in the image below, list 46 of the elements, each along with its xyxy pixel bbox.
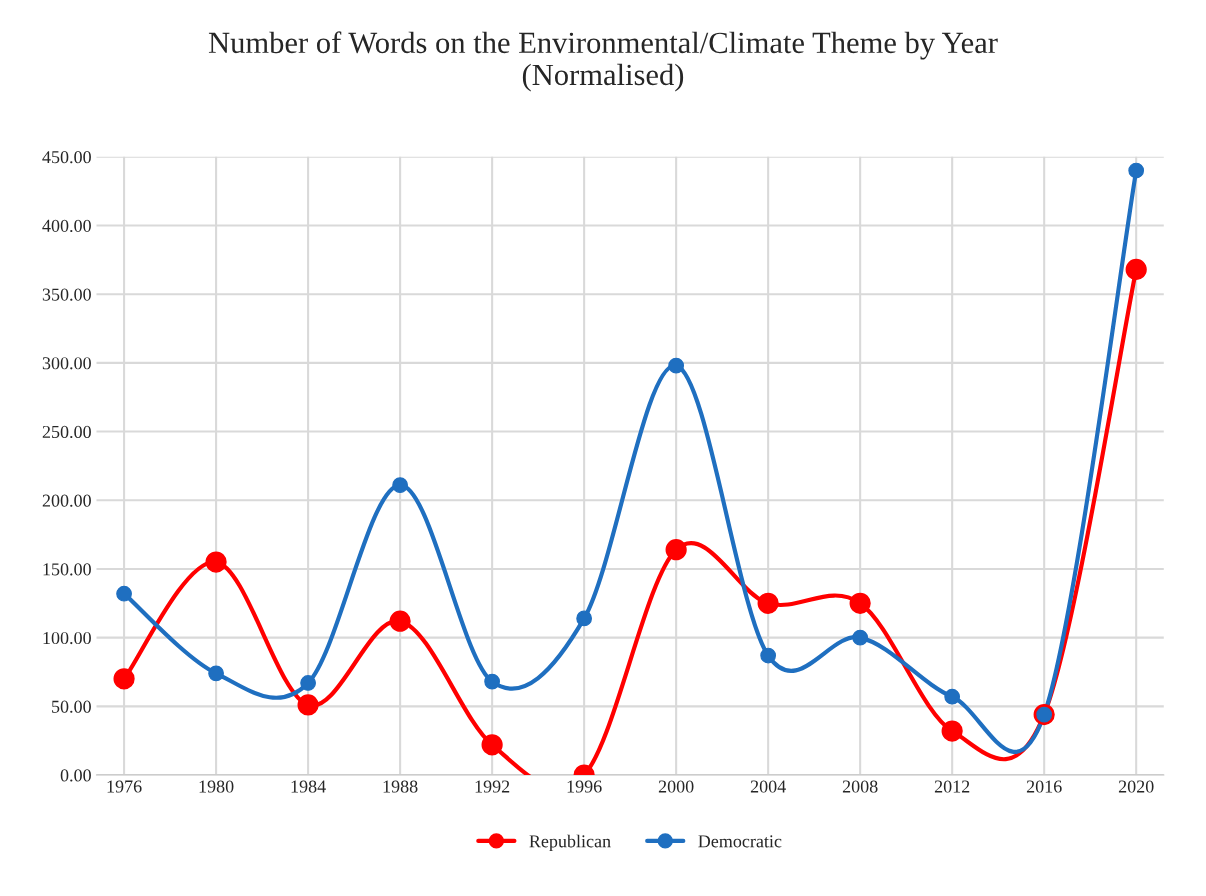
point bbox=[116, 585, 132, 602]
point bbox=[1125, 258, 1147, 281]
y-tick-label: 400.00 bbox=[42, 219, 91, 233]
chart-title: Number of Words on the Environmental/Climate Theme by Year (Normalised) bbox=[208, 31, 998, 92]
point bbox=[760, 647, 777, 664]
y-tick-label: 350.00 bbox=[42, 288, 91, 301]
y-tick-label: 200.00 bbox=[42, 494, 91, 507]
point bbox=[300, 675, 316, 691]
x-tick-label: 2020 bbox=[1118, 780, 1154, 793]
point bbox=[208, 665, 224, 682]
x-tick-label: 2016 bbox=[1026, 780, 1062, 793]
point bbox=[1128, 162, 1145, 179]
x-tick-label: 2008 bbox=[842, 780, 878, 793]
point bbox=[113, 668, 135, 690]
x-tick-label: 1976 bbox=[107, 780, 142, 793]
point bbox=[481, 734, 503, 756]
y-tick-label: 300.00 bbox=[42, 357, 91, 370]
point bbox=[849, 592, 871, 614]
x-tick-label: 2000 bbox=[658, 780, 694, 793]
y-tick-label: 150.00 bbox=[43, 563, 91, 576]
point bbox=[576, 610, 592, 627]
point bbox=[668, 357, 685, 374]
x-tick-label: 2004 bbox=[750, 780, 786, 793]
legend-label: Republican bbox=[529, 834, 611, 852]
x-tick-label: 1988 bbox=[383, 780, 418, 793]
y-tick-label: 50.00 bbox=[52, 700, 91, 713]
y-tick-label: 0.00 bbox=[60, 769, 91, 782]
point bbox=[757, 592, 779, 614]
x-tick-label: 1984 bbox=[291, 780, 326, 793]
y-tick-label: 100.00 bbox=[43, 631, 91, 645]
point bbox=[852, 629, 869, 646]
x-tick-label: 1996 bbox=[567, 780, 602, 793]
point bbox=[392, 477, 408, 494]
point bbox=[941, 720, 963, 742]
point bbox=[297, 694, 319, 716]
legend-label: Democratic bbox=[698, 835, 782, 848]
y-tick-label: 250.00 bbox=[42, 425, 91, 439]
point bbox=[205, 551, 227, 573]
point bbox=[389, 610, 411, 632]
x-tick-label: 1980 bbox=[199, 780, 234, 793]
x-tick-label: 1992 bbox=[475, 780, 510, 793]
point bbox=[665, 539, 687, 561]
y-tick-label: 450.00 bbox=[42, 151, 91, 164]
x-tick-label: 2012 bbox=[934, 780, 970, 793]
point bbox=[944, 688, 961, 705]
point bbox=[484, 673, 500, 690]
